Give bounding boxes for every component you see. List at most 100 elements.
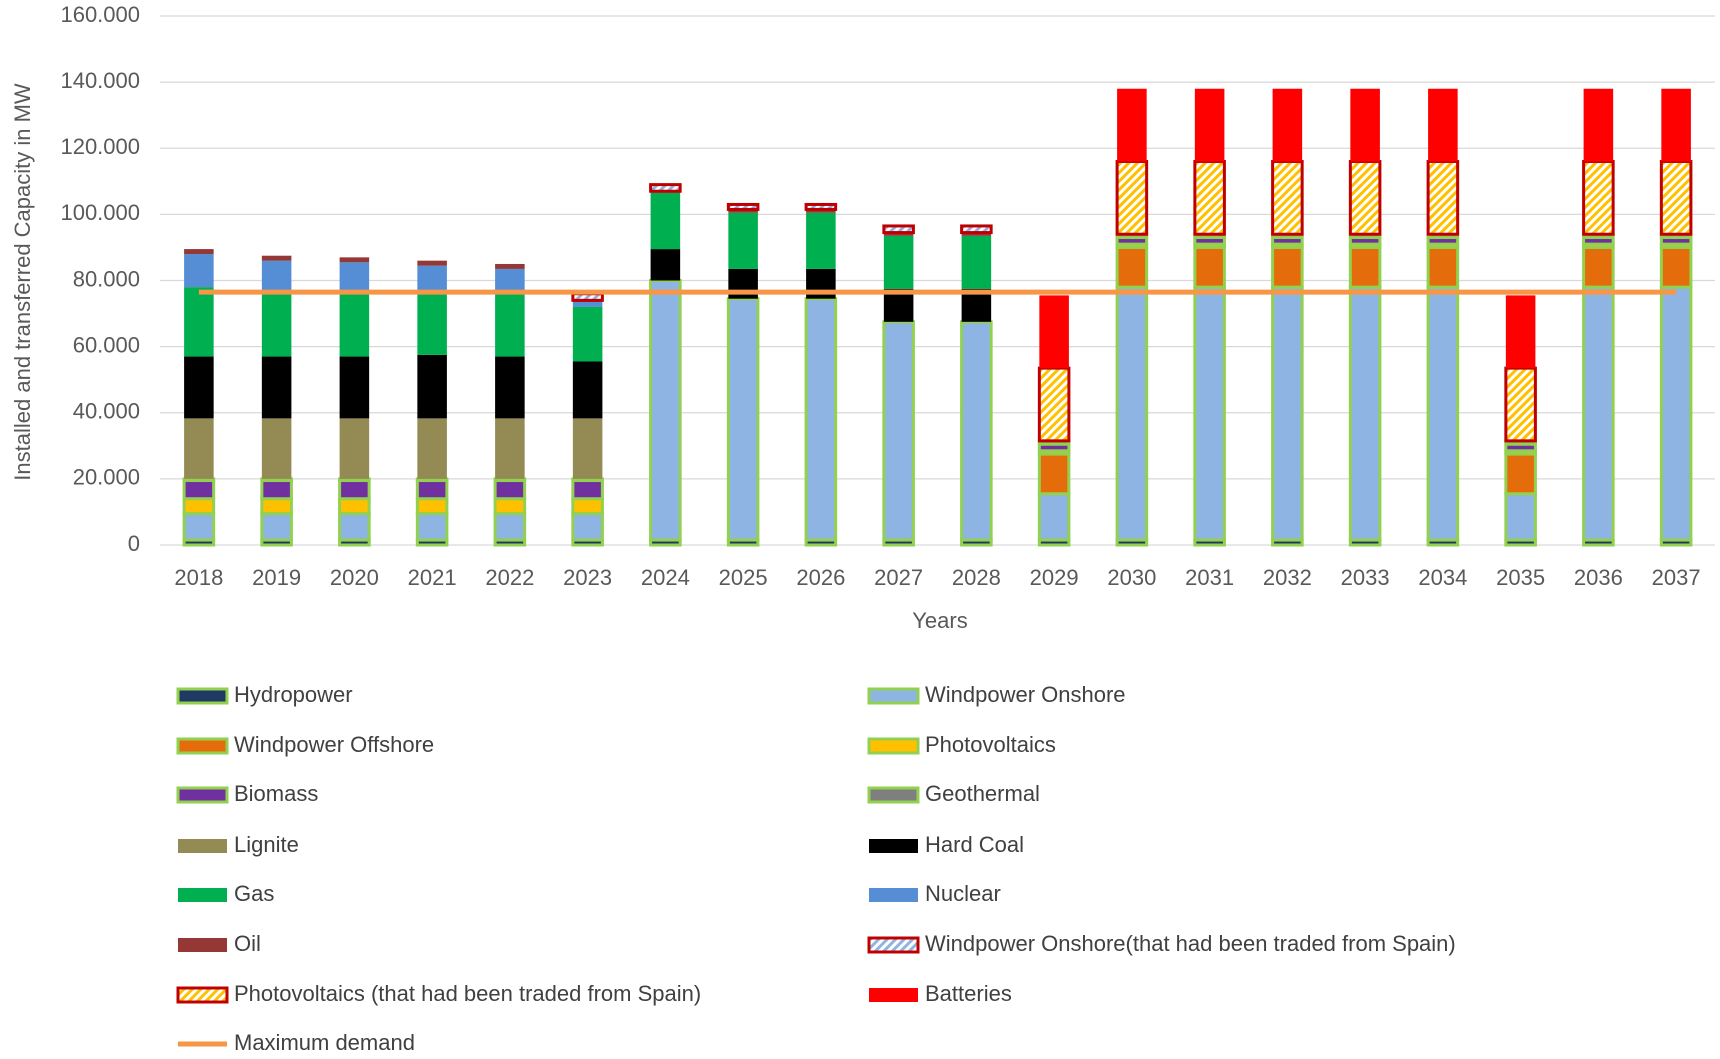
bar-segment: [1037, 452, 1071, 496]
bar-segment: [1193, 285, 1226, 542]
bar-segment: [493, 479, 527, 501]
y-tick-label: 40.000: [73, 399, 140, 424]
bar-segment: [1115, 159, 1149, 236]
bar-segment: [495, 263, 525, 269]
bar-segment: [572, 306, 603, 362]
bar-segment: [1428, 88, 1458, 162]
bar-segment: [495, 268, 525, 291]
legend-label: Hydropower: [234, 682, 353, 707]
bar-segment: [339, 257, 370, 263]
bar-segment: [1659, 285, 1693, 542]
bar-segment: [1193, 159, 1226, 236]
bar-segment: [417, 418, 447, 479]
legend-swatch: [178, 938, 227, 952]
bar-segment: [726, 202, 760, 211]
bar-segment: [726, 297, 760, 542]
x-axis-title: Years: [912, 608, 967, 633]
bar-segment: [338, 512, 371, 542]
bar-segment: [417, 354, 447, 419]
legend-label: Photovoltaics (that had been traded from…: [234, 981, 701, 1006]
bar-segment: [961, 235, 992, 289]
bar-segment: [415, 477, 449, 483]
bar-segment: [1583, 88, 1614, 162]
x-tick-label: 2018: [174, 565, 223, 590]
bar-segment: [650, 192, 681, 250]
y-tick-label: 0: [128, 531, 140, 556]
bar-segment: [495, 356, 525, 419]
bar-segment: [1348, 245, 1382, 289]
bar-segment: [1426, 245, 1460, 289]
bar-segment: [339, 356, 370, 419]
x-tick-label: 2020: [330, 565, 379, 590]
x-tick-label: 2028: [952, 565, 1001, 590]
bar-segment: [261, 260, 292, 291]
x-tick-label: 2027: [874, 565, 923, 590]
bar-segment: [1582, 159, 1615, 236]
bar-segment: [571, 479, 604, 501]
bar-segment: [572, 361, 603, 419]
legend-swatch: [869, 839, 918, 853]
bar-segment: [182, 479, 216, 501]
legend-swatch: [867, 786, 920, 804]
bar-segment: [182, 512, 216, 542]
legend-swatch: [867, 936, 920, 954]
bar-segment: [1271, 245, 1304, 289]
bar-segment: [260, 512, 293, 542]
bar-segment: [571, 497, 604, 516]
legend-swatch: [867, 737, 920, 755]
bar-segment: [182, 477, 216, 483]
bar-segment: [1661, 88, 1691, 162]
x-tick-label: 2025: [719, 565, 768, 590]
y-tick-label: 140.000: [60, 68, 140, 93]
bar-segment: [1659, 159, 1693, 236]
y-tick-label: 120.000: [60, 134, 140, 159]
legend-label: Oil: [234, 931, 261, 956]
bar-segment: [339, 290, 370, 357]
y-tick-label: 160.000: [60, 2, 140, 27]
legend-label: Photovoltaics: [925, 732, 1056, 757]
bar-segment: [495, 290, 525, 357]
x-tick-label: 2019: [252, 565, 301, 590]
legend-swatch: [178, 839, 227, 853]
bar-segment: [184, 418, 214, 479]
bar-segment: [1350, 88, 1380, 162]
legend-swatch: [176, 687, 229, 705]
y-tick-label: 100.000: [60, 200, 140, 225]
bar-segment: [417, 260, 447, 266]
legend-label: Biomass: [234, 781, 318, 806]
bar-segment: [1115, 245, 1149, 289]
y-tick-label: 80.000: [73, 266, 140, 291]
x-tick-label: 2031: [1185, 565, 1234, 590]
bar-segment: [1426, 285, 1460, 542]
bar-segment: [1504, 492, 1537, 542]
bar-segment: [339, 418, 370, 479]
legend-label: Gas: [234, 881, 274, 906]
bar-segment: [184, 356, 214, 419]
bar-segment: [261, 290, 292, 357]
x-tick-label: 2030: [1107, 565, 1156, 590]
bar-segment: [1504, 452, 1537, 496]
bar-segment: [1271, 285, 1304, 542]
bar-segment: [1193, 245, 1226, 289]
bar-segment: [728, 212, 758, 269]
bar-segment: [960, 224, 993, 235]
bar-segment: [804, 202, 838, 211]
x-tick-label: 2036: [1574, 565, 1623, 590]
x-tick-label: 2037: [1652, 565, 1701, 590]
bar-segment: [572, 418, 603, 479]
legend-swatch: [176, 737, 229, 755]
legend-swatch: [176, 786, 229, 804]
bar-segment: [961, 232, 992, 236]
bar-segment: [493, 477, 527, 483]
bar-segment: [1348, 159, 1382, 236]
legend-label: Maximum demand: [234, 1030, 415, 1055]
bar-segment: [493, 497, 527, 516]
bar-segment: [806, 209, 836, 213]
bar-segment: [1505, 295, 1536, 369]
bar-segment: [1426, 159, 1460, 236]
bar-segment: [1037, 366, 1071, 443]
bar-segment: [650, 249, 681, 281]
bar-segment: [1037, 492, 1071, 542]
bar-segment: [261, 356, 292, 419]
